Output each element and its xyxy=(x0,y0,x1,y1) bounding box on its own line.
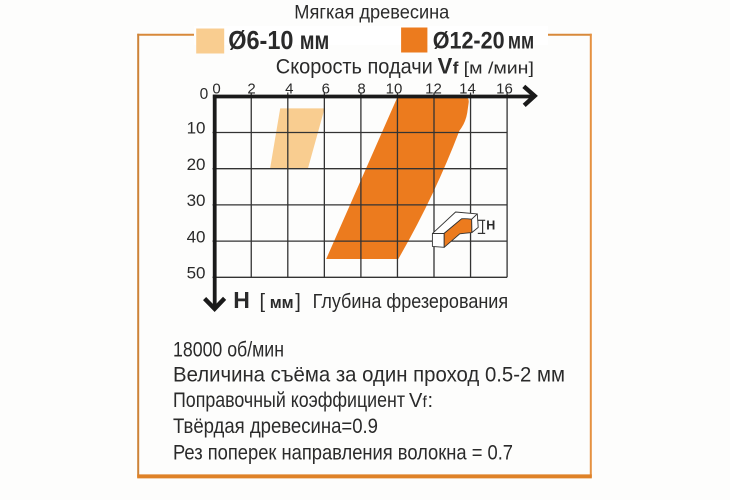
svg-text:[: [ xyxy=(260,291,266,313)
svg-text:0: 0 xyxy=(212,81,220,98)
svg-text:Твёрдая древесина=0.9: Твёрдая древесина=0.9 xyxy=(173,415,378,438)
svg-text:50: 50 xyxy=(187,264,206,283)
svg-text:f: f xyxy=(423,394,428,411)
svg-text:12: 12 xyxy=(425,81,442,98)
svg-text:Ø6-10: Ø6-10 xyxy=(228,25,293,55)
svg-text:V: V xyxy=(409,390,423,412)
svg-text:]: ] xyxy=(295,291,301,313)
svg-text:Скорость подачи: Скорость подачи xyxy=(276,56,433,79)
svg-text:f: f xyxy=(453,58,459,77)
svg-text:14: 14 xyxy=(459,81,476,98)
svg-text:40: 40 xyxy=(187,227,206,246)
svg-text:0: 0 xyxy=(200,86,209,103)
svg-text:мм: мм xyxy=(300,27,330,55)
svg-text:Величина съёма за один проход: Величина съёма за один проход 0.5-2 мм xyxy=(173,364,565,387)
svg-text:Рез поперек направления волокн: Рез поперек направления волокна = 0.7 xyxy=(173,442,513,465)
svg-text:Ø12-20: Ø12-20 xyxy=(433,28,505,55)
svg-text:H: H xyxy=(486,219,495,233)
svg-text:Глубина фрезерования: Глубина фрезерования xyxy=(313,290,509,313)
svg-text::: : xyxy=(428,390,434,412)
svg-text:16: 16 xyxy=(496,81,513,98)
svg-text:20: 20 xyxy=(187,155,206,174)
svg-text:6: 6 xyxy=(322,81,330,98)
svg-text:V: V xyxy=(438,54,453,79)
svg-text:4: 4 xyxy=(285,81,293,98)
svg-text:18000 об/мин: 18000 об/мин xyxy=(173,338,284,361)
svg-text:10: 10 xyxy=(187,119,206,138)
svg-text:мм: мм xyxy=(270,293,294,312)
svg-text:Мягкая древесина: Мягкая древесина xyxy=(294,2,449,24)
svg-text:мм: мм xyxy=(508,28,534,54)
svg-text:2: 2 xyxy=(247,81,255,98)
svg-text:Поправочный коэффициент: Поправочный коэффициент xyxy=(173,389,405,412)
svg-text:[м /мин]: [м /мин] xyxy=(464,58,534,77)
svg-text:8: 8 xyxy=(357,81,365,98)
svg-text:30: 30 xyxy=(187,191,206,210)
svg-text:10: 10 xyxy=(386,81,403,98)
svg-text:H: H xyxy=(233,287,250,313)
